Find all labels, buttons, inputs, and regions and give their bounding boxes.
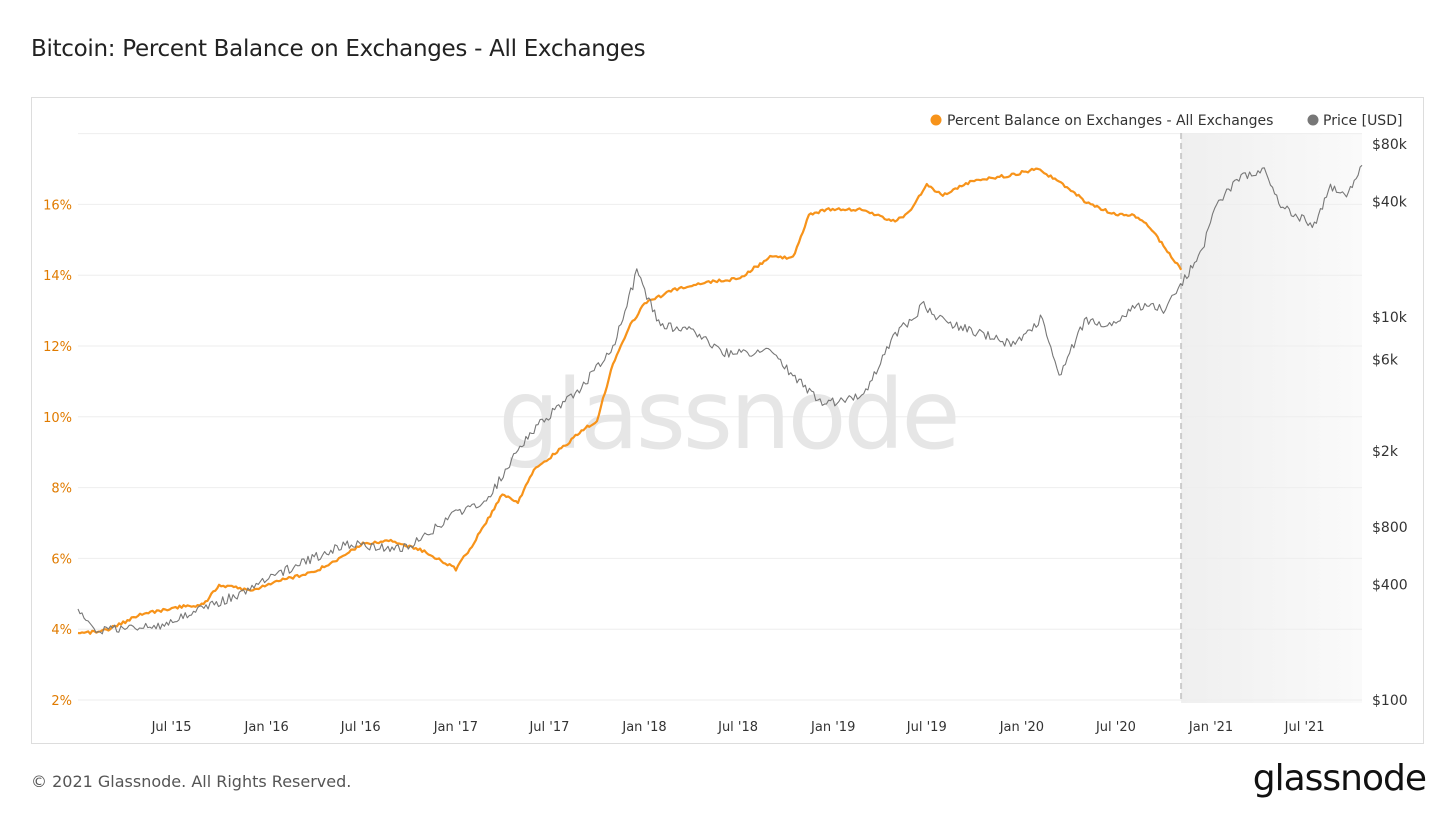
y-right-tick-label: $40k bbox=[1372, 195, 1408, 211]
series-line-price bbox=[77, 164, 1363, 635]
x-tick-label: Jan '18 bbox=[621, 720, 666, 735]
x-tick-label: Jul '16 bbox=[340, 720, 381, 735]
copyright: © 2021 Glassnode. All Rights Reserved. bbox=[31, 772, 352, 791]
y-left-tick-label: 2% bbox=[51, 694, 72, 709]
y-right-tick-label: $100 bbox=[1372, 693, 1408, 709]
x-tick-label: Jan '16 bbox=[244, 720, 289, 735]
legend-marker-price bbox=[1307, 114, 1319, 126]
y-left-tick-label: 14% bbox=[43, 269, 72, 284]
y-right-tick-label: $10k bbox=[1372, 310, 1408, 326]
legend-marker-percent-balance bbox=[930, 114, 942, 126]
page-title: Bitcoin: Percent Balance on Exchanges - … bbox=[31, 36, 646, 62]
x-tick-label: Jul '17 bbox=[528, 720, 569, 735]
chart-frame bbox=[31, 97, 1424, 744]
x-tick-label: Jul '18 bbox=[717, 720, 758, 735]
legend-label-percent-balance: Percent Balance on Exchanges - All Excha… bbox=[947, 113, 1273, 129]
forecast-shaded-region bbox=[1181, 133, 1362, 703]
series-line-percent-balance bbox=[77, 167, 1183, 635]
x-tick-label: Jul '15 bbox=[151, 720, 192, 735]
y-left-tick-label: 8% bbox=[51, 482, 72, 497]
x-tick-label: Jan '17 bbox=[433, 720, 478, 735]
x-tick-label: Jul '19 bbox=[906, 720, 947, 735]
y-left-tick-label: 6% bbox=[51, 552, 72, 567]
y-right-tick-label: $80k bbox=[1372, 137, 1408, 153]
x-tick-label: Jan '19 bbox=[810, 720, 855, 735]
y-right-tick-label: $400 bbox=[1372, 578, 1408, 594]
x-tick-label: Jan '20 bbox=[999, 720, 1044, 735]
watermark: glassnode bbox=[498, 359, 957, 471]
glassnode-logo: glassnode bbox=[1252, 758, 1427, 799]
y-right-tick-label: $800 bbox=[1372, 520, 1408, 536]
x-tick-label: Jan '21 bbox=[1188, 720, 1233, 735]
legend-label-price: Price [USD] bbox=[1323, 113, 1402, 129]
y-left-tick-label: 10% bbox=[43, 411, 72, 426]
y-right-tick-label: $6k bbox=[1372, 352, 1399, 368]
y-left-tick-label: 12% bbox=[43, 340, 72, 355]
y-left-tick-label: 4% bbox=[51, 623, 72, 638]
y-right-tick-label: $2k bbox=[1372, 444, 1399, 460]
x-tick-label: Jul '20 bbox=[1095, 720, 1136, 735]
y-left-tick-label: 16% bbox=[43, 198, 72, 213]
x-tick-label: Jul '21 bbox=[1284, 720, 1325, 735]
